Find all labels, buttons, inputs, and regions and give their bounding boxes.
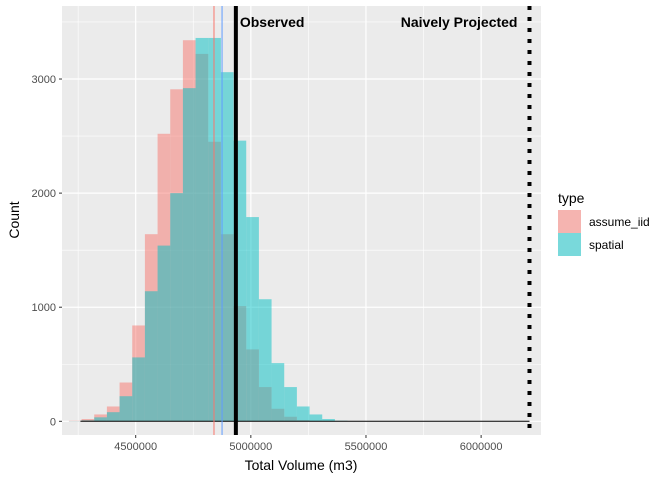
histogram-bar-spatial: [144, 291, 158, 422]
histogram-bar-spatial: [106, 412, 120, 422]
histogram-bar-spatial: [258, 299, 272, 422]
histogram-bar-spatial: [182, 88, 196, 422]
histogram-bar-spatial: [132, 357, 145, 422]
x-tick-label: 5500000: [345, 441, 388, 453]
x-tick-label: 5000000: [229, 441, 272, 453]
x-axis-title: Total Volume (m3): [245, 457, 358, 473]
histogram-bar-assume_iid: [81, 419, 95, 422]
histogram-bar-spatial: [220, 72, 234, 422]
annotation-label: Observed: [240, 14, 305, 30]
y-tick-label: 3000: [32, 74, 56, 86]
histogram-bar-spatial: [208, 37, 221, 422]
histogram-bar-assume_iid: [68, 420, 82, 422]
y-axis-title: Count: [6, 201, 22, 238]
x-tick-label: 4500000: [114, 441, 157, 453]
y-tick-label: 0: [50, 416, 56, 428]
histogram-bar-spatial: [170, 193, 183, 422]
x-tick-label: 6000000: [460, 441, 503, 453]
reference-lines: [213, 6, 532, 435]
legend-label: spatial: [589, 238, 624, 252]
histogram-bar-spatial: [309, 414, 323, 422]
histogram-bar-spatial: [119, 396, 133, 422]
histogram-bar-spatial: [157, 245, 171, 422]
legend-key-spatial: [558, 233, 581, 256]
legend-title: type: [558, 190, 585, 206]
histogram-bar-spatial: [296, 406, 310, 422]
histogram-bar-spatial: [246, 217, 259, 422]
y-tick-label: 1000: [32, 302, 56, 314]
annotations: Observed Naively Projected: [240, 14, 518, 30]
histogram-bar-spatial: [322, 419, 335, 422]
histogram-bars: [68, 37, 530, 422]
histogram-bar-spatial: [94, 417, 107, 422]
histogram-bar-spatial: [271, 363, 285, 422]
legend-key-assume_iid: [558, 210, 581, 233]
axes: 4500000 5000000 5500000 6000000 0 1000 2000 300…: [32, 74, 503, 453]
y-tick-label: 2000: [32, 188, 56, 200]
histogram-bar-spatial: [284, 387, 297, 422]
annotation-label: Naively Projected: [401, 14, 518, 30]
legend-label: assume_iid: [589, 215, 650, 229]
histogram-bar-spatial: [195, 37, 209, 422]
